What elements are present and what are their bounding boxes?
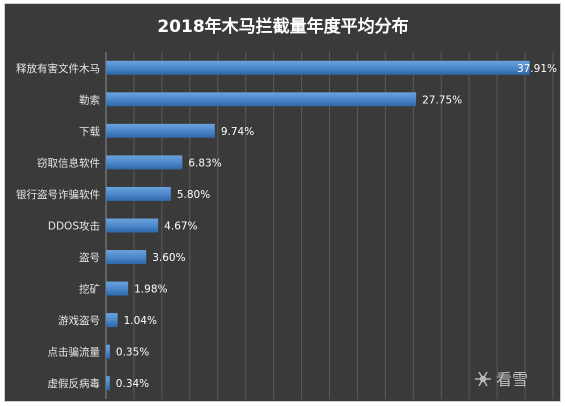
value-label: 6.83% bbox=[188, 157, 221, 169]
category-label: 释放有害文件木马 bbox=[16, 62, 100, 75]
value-label: 4.67% bbox=[164, 221, 197, 233]
value-label: 37.91% bbox=[517, 63, 557, 75]
bar bbox=[106, 344, 110, 359]
bar bbox=[106, 250, 147, 265]
watermark: 看雪 bbox=[475, 370, 528, 389]
bar bbox=[106, 155, 183, 170]
value-label: 1.04% bbox=[124, 315, 157, 327]
bar bbox=[106, 186, 171, 201]
value-label: 27.75% bbox=[422, 94, 462, 106]
category-label: 勒索 bbox=[79, 93, 100, 106]
category-label: 下载 bbox=[79, 126, 100, 138]
value-label: 3.60% bbox=[152, 252, 185, 264]
category-label: 游戏盗号 bbox=[58, 314, 100, 327]
category-label: 窃取信息软件 bbox=[37, 156, 100, 169]
bar bbox=[106, 60, 530, 75]
category-label: DDOS攻击 bbox=[48, 220, 100, 233]
bars bbox=[106, 60, 530, 391]
chart-frame: 2018年木马拦截量年度平均分布 释放有害文件木马勒索下载窃取信息软件银行盗号诈… bbox=[4, 3, 561, 402]
category-label: 银行盗号诈骗软件 bbox=[16, 188, 100, 201]
bar bbox=[106, 123, 215, 138]
category-label: 挖矿 bbox=[79, 283, 100, 296]
category-label: 点击骗流量 bbox=[48, 346, 101, 359]
bar bbox=[106, 281, 129, 296]
category-label: 虚假反病毒 bbox=[48, 377, 101, 390]
value-label: 5.80% bbox=[177, 189, 210, 201]
bar-chart: 2018年木马拦截量年度平均分布 释放有害文件木马勒索下载窃取信息软件银行盗号诈… bbox=[16, 16, 557, 399]
value-label: 9.74% bbox=[221, 126, 254, 138]
bar bbox=[106, 218, 159, 233]
value-label: 0.35% bbox=[116, 347, 149, 359]
value-labels: 37.91% 27.75% 9.74% 6.83% 5.80% 4.67% 3.60% 1.9… bbox=[116, 63, 557, 390]
bar bbox=[106, 376, 110, 391]
category-label: 盗号 bbox=[79, 251, 100, 264]
chart-title: 2018年木马拦截量年度平均分布 bbox=[157, 16, 408, 37]
bar bbox=[106, 92, 417, 107]
snowflake-icon bbox=[475, 371, 491, 387]
watermark-text: 看雪 bbox=[496, 370, 528, 389]
value-label: 0.34% bbox=[116, 378, 149, 390]
value-label: 1.98% bbox=[134, 284, 167, 296]
bar bbox=[106, 313, 118, 328]
